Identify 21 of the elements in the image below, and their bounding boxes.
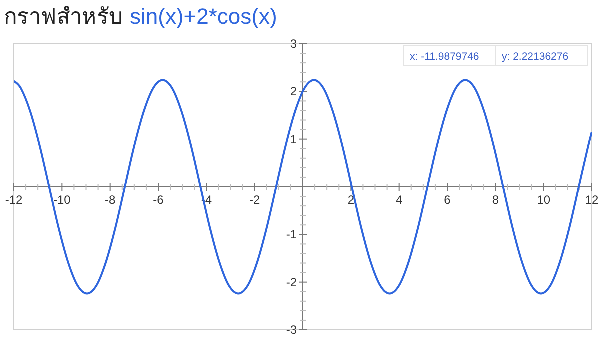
x-tick-label: -12	[5, 193, 23, 207]
x-tick-label: 12	[585, 193, 599, 207]
x-tick-label: 6	[444, 193, 452, 207]
x-tick-label: -8	[104, 193, 116, 207]
chart-title: กราฟสำหรับ	[4, 4, 123, 29]
x-tick-label: 4	[396, 193, 403, 207]
y-tick-label: -1	[286, 228, 298, 242]
annotation: x: -11.9879746	[410, 51, 480, 63]
y-tick-label: 2	[290, 84, 298, 99]
y-tick-label: -2	[286, 275, 298, 290]
x-tick-label: -2	[249, 193, 260, 207]
y-tick-label: -3	[286, 323, 298, 337]
y-tick-label: 3	[290, 37, 298, 51]
x-tick-label: -10	[53, 193, 72, 207]
x-tick-label: -6	[153, 193, 164, 207]
x-tick-label: 2	[348, 193, 355, 207]
y-tick-label: 1	[290, 132, 298, 146]
x-tick-label: 10	[537, 193, 551, 207]
annotation: y: 2.22136276	[502, 51, 569, 63]
x-tick-label: 8	[492, 193, 500, 207]
text: sin(x)+2*cos(x)	[130, 4, 278, 29]
